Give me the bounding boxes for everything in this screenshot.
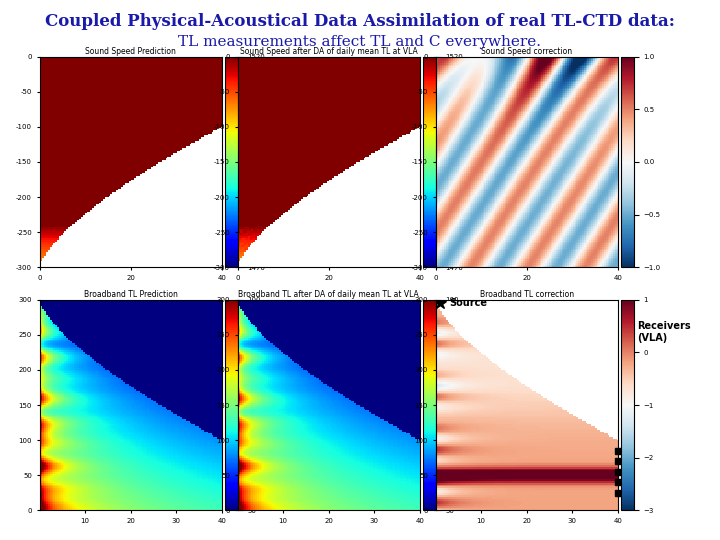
Title: Sound Speed correction: Sound Speed correction	[481, 47, 572, 56]
Text: Source: Source	[449, 298, 487, 308]
Text: Receivers
(VLA): Receivers (VLA)	[637, 321, 690, 343]
Text: Coupled Physical-Acoustical Data Assimilation of real TL-CTD data:: Coupled Physical-Acoustical Data Assimil…	[45, 14, 675, 30]
Title: Broadband TL correction: Broadband TL correction	[480, 290, 574, 299]
Text: TL measurements affect TL and C everywhere.: TL measurements affect TL and C everywhe…	[179, 35, 541, 49]
Title: Sound Speed after DA of daily mean TL at VLA: Sound Speed after DA of daily mean TL at…	[240, 47, 418, 56]
Title: Broadband TL after DA of daily mean TL at VLA: Broadband TL after DA of daily mean TL a…	[238, 290, 419, 299]
Title: Sound Speed Prediction: Sound Speed Prediction	[85, 47, 176, 56]
Title: Broadband TL Prediction: Broadband TL Prediction	[84, 290, 178, 299]
